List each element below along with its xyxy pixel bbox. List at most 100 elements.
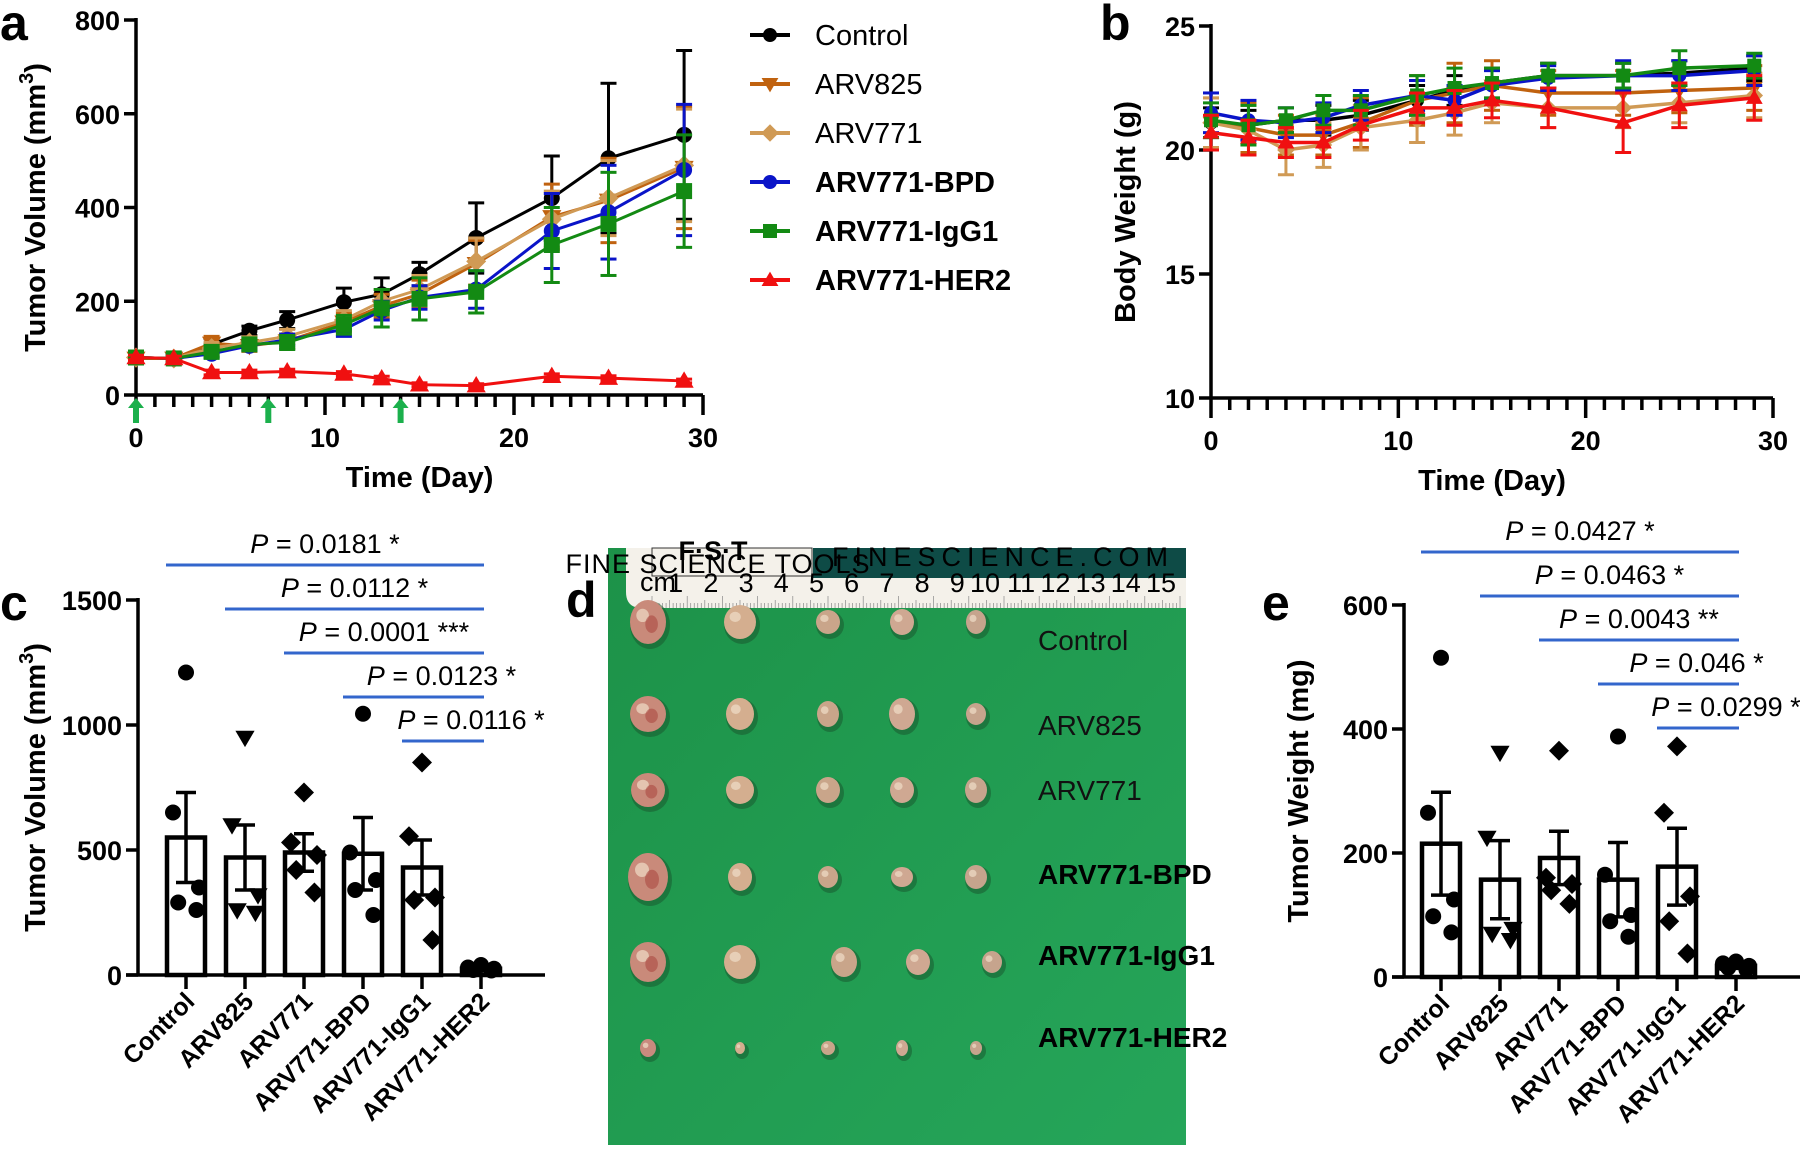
data-point [164,348,184,366]
tumor-sample [966,703,990,730]
tumor-highlight [736,1044,741,1048]
tumor-highlight [732,868,741,877]
data-point [1408,99,1426,114]
tumor-highlight [729,951,741,963]
data-point [1541,68,1556,83]
tumor [724,945,756,979]
tumor-sample [735,1042,749,1059]
significance-comparison: P = 0.0001 *** [284,617,484,655]
significance-comparison: P = 0.0123 * [343,661,517,699]
tumor-row-label-prefix: ARV825 [1038,710,1142,741]
tumor [821,1041,835,1055]
tumor [970,1041,982,1055]
individual-point [1677,943,1698,964]
tumor-blood [645,784,658,799]
p-value-label: P = 0.0181 * [250,529,400,559]
y-tick-label: 500 [77,836,122,866]
tumor-highlight [969,614,977,623]
p-value-label: P = 0.0299 * [1651,692,1800,722]
p-symbol: P [1629,648,1647,678]
y-axis-title-close: ) [20,63,52,73]
ruler-number: 15 [1146,568,1176,598]
ruler-number: 6 [844,568,859,598]
individual-point [191,879,207,896]
tumor-row-label: ARV771-IgG1 [1038,940,1215,971]
y-axis-title: Tumor Volume (mm3) [16,63,52,352]
individual-point [412,752,432,773]
individual-point [368,872,384,888]
individual-point [1602,913,1619,930]
tumor-row-label: ARV825 [1038,710,1142,741]
individual-point [1738,961,1755,978]
ruler-brand-sub: FINE SCIENCE TOOLS [565,549,870,579]
y-axis-title: Tumor Volume (mm3) [16,643,52,932]
legend-swatch-marker [763,28,777,42]
y-axis-title-main: Tumor Volume (mm [20,664,52,932]
p-value-text: = 0.046 * [1647,648,1764,678]
p-symbol: P [1505,516,1523,546]
significance-comparison: P = 0.0299 * [1651,692,1800,730]
series-arv771-her2 [126,347,694,393]
tumor-row-label: ARV771 [1038,775,1142,806]
panel-label-d: d [566,572,597,628]
individual-point [342,844,358,861]
p-symbol: P [250,529,268,559]
x-tick-label: 0 [128,423,143,453]
tumor-highlight [642,1042,649,1049]
individual-point [1503,921,1523,939]
panel-label-a: a [0,0,29,51]
panel-a-tumor-volume-chart: 0 200 400 600 800 0 10 20 30 Time (Day) Tumor Volu… [16,6,718,494]
p-symbol: P [281,573,299,603]
tumor-highlight [821,870,829,877]
tumor-highlight [823,1043,829,1048]
data-point [279,334,296,351]
dose-arrow-shaft [397,405,404,423]
ruler-logo-box [651,547,813,577]
bar-group-control [1419,649,1463,980]
tumor-sample [821,1041,839,1060]
tumor [728,863,752,891]
tumor-sample [631,773,669,812]
bar-group-arv825 [1477,745,1523,980]
tumor-sample [628,853,672,906]
data-point [1278,113,1293,128]
data-point [241,336,258,353]
y-tick-label: 200 [75,287,120,317]
bar-group-arv771-her2 [1714,953,1758,980]
y-tick-label: 600 [1343,591,1388,621]
x-tick-label: 10 [310,423,340,453]
tumor [640,1039,656,1057]
tumor-highlight [730,781,741,790]
x-tick-label: 10 [1383,426,1413,456]
series-line [135,356,685,388]
data-point [1315,134,1332,149]
tumor-sample [890,609,918,640]
data-point [1483,92,1501,107]
tumor-sample [831,947,861,982]
tumor [889,698,915,730]
tumor-highlight [893,704,903,714]
tumor-sample [816,610,844,639]
individual-point [1720,959,1737,976]
individual-point [294,782,314,803]
legend-swatch-marker [761,78,779,93]
individual-point [1482,926,1502,944]
individual-point [235,730,255,748]
data-point [1240,129,1257,144]
tumor [896,1040,908,1056]
legend-item: ARV771-BPD [750,167,995,199]
dose-arrow-icon [260,398,277,423]
p-value-label: P = 0.0427 * [1505,516,1655,546]
bar-group-arv825 [222,730,268,978]
ruler-number: 7 [879,568,894,598]
series-arv771-her2 [1202,74,1763,159]
y-tick-label: 0 [105,381,120,411]
tumor-blood [645,615,658,633]
data-point [373,300,390,317]
tumor-highlight [636,779,649,791]
individual-point [1597,866,1613,883]
data-point [1539,99,1557,114]
tumor-highlight [968,869,977,878]
y-tick-label: 20 [1165,136,1195,166]
bar-group-control [164,664,208,978]
